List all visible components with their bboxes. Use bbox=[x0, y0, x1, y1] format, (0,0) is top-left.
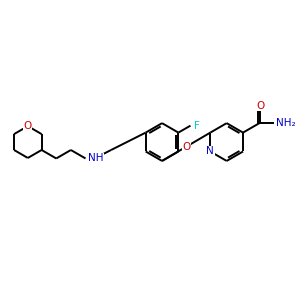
Text: NH: NH bbox=[88, 154, 103, 164]
Text: N: N bbox=[206, 146, 214, 157]
Text: O: O bbox=[182, 142, 190, 152]
Text: NH₂: NH₂ bbox=[276, 118, 296, 128]
Text: F: F bbox=[194, 121, 200, 130]
Text: O: O bbox=[24, 121, 32, 131]
Text: O: O bbox=[256, 101, 264, 111]
